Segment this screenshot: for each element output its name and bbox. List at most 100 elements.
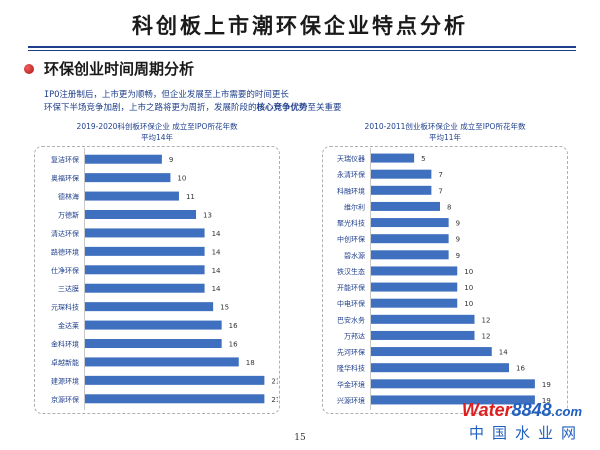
left-chart-bar xyxy=(85,191,179,201)
section-title: 环保创业时间周期分析 xyxy=(44,60,195,78)
right-chart-bar xyxy=(371,314,475,324)
title-rule-thin xyxy=(28,50,576,51)
left-chart-bar xyxy=(85,302,214,312)
right-bar-chart: 天瑞仪器 5 永清环保 7 科融环境 7 维尔利 8 聚光科技 9 中创环保 9 碧水源 9 铁汉生态 10 开… xyxy=(337,153,551,405)
right-chart-category-label: 碧水源 xyxy=(344,251,365,260)
right-chart-bar xyxy=(371,363,509,373)
right-chart-bar xyxy=(371,379,535,389)
left-chart-bar xyxy=(85,394,265,404)
left-chart-value-label: 21 xyxy=(271,377,278,385)
left-chart-category-label: 建源环境 xyxy=(51,376,79,385)
watermark-logo-cn: 中国水业网 xyxy=(468,424,584,442)
right-chart-category-label: 隆华科技 xyxy=(337,364,365,373)
right-chart-category-label: 巴安水务 xyxy=(337,315,365,324)
right-chart-bar xyxy=(371,395,535,405)
left-chart-value-label: 18 xyxy=(246,359,255,367)
left-chart-bar xyxy=(85,246,205,256)
left-chart-bar xyxy=(85,375,265,385)
left-chart-value-label: 13 xyxy=(203,212,212,220)
left-chart-value-label: 14 xyxy=(212,267,221,275)
left-chart-category-label: 德林海 xyxy=(58,192,79,201)
left-chart-bar xyxy=(85,228,205,238)
left-chart-bar xyxy=(85,320,222,330)
left-chart-category-label: 三达膜 xyxy=(58,284,79,293)
left-chart-category-label: 复洁环保 xyxy=(51,155,79,164)
right-chart-category-label: 永清环保 xyxy=(337,170,365,179)
left-chart-value-label: 14 xyxy=(212,230,221,238)
page-number: 15 xyxy=(294,433,306,443)
left-chart-bar xyxy=(85,210,197,219)
right-chart-value-label: 5 xyxy=(421,155,425,163)
left-chart-value-label: 10 xyxy=(177,175,186,183)
right-chart-value-label: 9 xyxy=(456,236,460,244)
left-chart-value-label: 14 xyxy=(212,248,221,256)
right-chart-bar xyxy=(371,185,432,195)
left-chart-value-label: 16 xyxy=(229,322,238,330)
left-chart-bar xyxy=(85,173,171,183)
left-chart-bar xyxy=(85,339,222,348)
right-chart-value-label: 19 xyxy=(542,397,551,405)
right-chart-value-label: 19 xyxy=(542,381,551,389)
right-chart-value-label: 9 xyxy=(456,220,460,228)
right-chart-value-label: 7 xyxy=(438,187,442,195)
left-chart-bar xyxy=(85,154,162,164)
left-bar-chart: 复洁环保 9 奥福环保 10 德林海 11 万德斯 13 清达环保 14 路德环境 14 仕净环保 14 三… xyxy=(51,154,278,404)
description-line-2-post: 至关重要 xyxy=(307,103,342,113)
right-chart-subtitle: 平均11年 xyxy=(428,133,462,142)
right-chart-value-label: 10 xyxy=(464,300,473,308)
right-chart-category-label: 先河环保 xyxy=(337,348,365,357)
right-chart-category-label: 兴源环境 xyxy=(337,396,365,405)
left-chart-subtitle: 平均14年 xyxy=(140,133,174,142)
left-chart-bar xyxy=(85,265,205,275)
description-line-1: IPO注册制后，上市更为顺畅，但企业发展至上市需要的时间更长 xyxy=(44,90,289,100)
right-chart-value-label: 10 xyxy=(464,268,473,276)
right-chart-value-label: 14 xyxy=(499,349,508,357)
left-chart-category-label: 奥福环保 xyxy=(51,174,79,183)
page-title: 科创板上市潮环保企业特点分析 xyxy=(132,14,468,38)
right-chart-bar xyxy=(371,298,458,308)
right-chart-category-label: 华金环境 xyxy=(337,380,365,389)
left-chart-value-label: 11 xyxy=(186,193,195,201)
description-line-2-pre: 环保下半场竞争加剧，上市之路将更为周折，发展阶段的 xyxy=(44,103,257,113)
right-chart-category-label: 中创环保 xyxy=(337,235,365,244)
right-chart-value-label: 12 xyxy=(482,316,491,324)
bullet-dot-icon xyxy=(24,64,34,74)
right-chart-bar xyxy=(371,234,449,244)
left-chart-category-label: 清达环保 xyxy=(51,229,79,238)
right-chart-category-label: 聚光科技 xyxy=(337,219,365,228)
right-chart-axis xyxy=(370,148,371,410)
watermark-logo-text: Water8848.com xyxy=(462,400,582,421)
left-chart-frame xyxy=(34,146,280,414)
right-chart-bar xyxy=(371,201,440,211)
left-chart-category-label: 金科环境 xyxy=(51,340,79,349)
right-chart-category-label: 铁汉生态 xyxy=(337,267,365,276)
right-chart-value-label: 9 xyxy=(456,252,460,260)
left-chart-category-label: 万德斯 xyxy=(58,211,79,220)
left-chart-value-label: 9 xyxy=(169,156,173,164)
left-chart-bar xyxy=(85,283,205,293)
right-chart-title: 2010-2011创业板环保企业 成立至IPO所花年数 xyxy=(364,122,526,131)
right-chart-bar xyxy=(371,218,449,228)
left-chart-axis xyxy=(84,148,85,410)
right-chart-category-label: 中电环保 xyxy=(337,299,365,308)
left-chart-value-label: 14 xyxy=(212,285,221,293)
watermark-logo: Water8848.com 中国水业网 xyxy=(448,400,588,444)
title-rule xyxy=(28,46,576,48)
left-chart-bar xyxy=(85,357,239,367)
description-line-2: 环保下半场竞争加剧，上市之路将更为周折，发展阶段的核心竞争优势至关重要 xyxy=(44,101,342,113)
right-chart-value-label: 12 xyxy=(482,332,491,340)
left-chart-category-label: 路德环境 xyxy=(51,247,79,256)
description-highlight: 核心竞争优势 xyxy=(256,103,308,113)
right-chart-bar xyxy=(371,250,449,260)
left-chart-value-label: 21 xyxy=(271,396,278,404)
left-chart-category-label: 金达莱 xyxy=(58,321,79,330)
right-chart-category-label: 维尔利 xyxy=(344,202,365,211)
right-chart-heading: 2010-2011创业板环保企业 成立至IPO所花年数 平均11年 xyxy=(324,121,566,143)
left-chart-heading: 2019-2020科创板环保企业 成立至IPO所花年数 平均14年 xyxy=(36,121,278,143)
right-chart-value-label: 16 xyxy=(516,365,525,373)
right-chart-bar xyxy=(371,153,415,163)
right-chart-category-label: 科融环境 xyxy=(337,186,365,195)
left-chart-title: 2019-2020科创板环保企业 成立至IPO所花年数 xyxy=(76,122,238,131)
right-chart-bar xyxy=(371,266,458,276)
right-chart-value-label: 7 xyxy=(438,171,442,179)
